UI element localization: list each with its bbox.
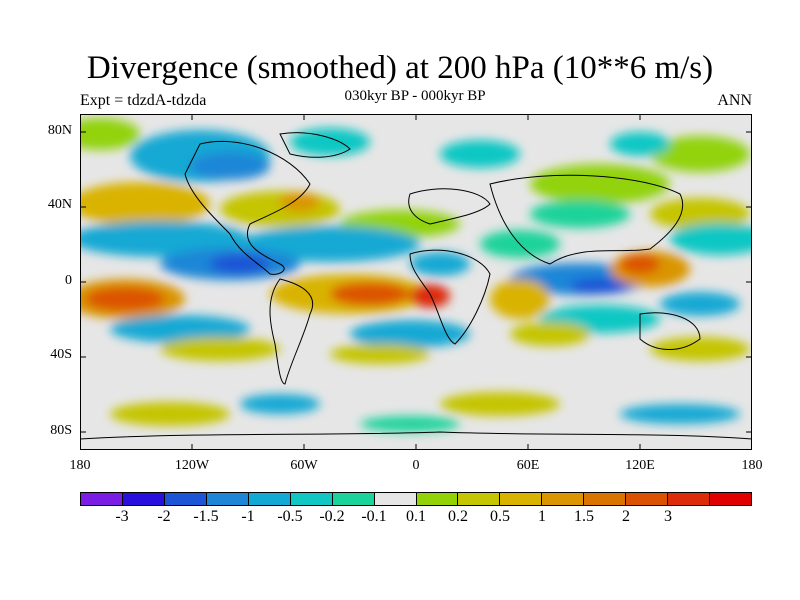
colorbar-cell <box>81 493 123 505</box>
colorbar-cell <box>290 493 333 505</box>
y-tick-80s: 80S <box>50 423 72 438</box>
colorbar-label: 1 <box>538 508 546 525</box>
colorbar-cell <box>122 493 165 505</box>
colorbar-label: -2 <box>157 508 171 525</box>
x-tick-60e: 60E <box>516 458 540 473</box>
colorbar-label: 0.1 <box>406 508 426 525</box>
experiment-label: Expt = tdzdA-tdzda <box>80 92 207 109</box>
y-tick-80n: 80N <box>47 123 72 138</box>
y-tick-40n: 40N <box>47 197 72 212</box>
colorbar-cell <box>626 493 669 505</box>
colorbar-cell <box>248 493 291 505</box>
map-canvas <box>80 114 752 450</box>
colorbar-cell <box>710 493 751 505</box>
x-tick-180w: 180 <box>69 458 91 473</box>
colorbar-label: -0.2 <box>319 508 345 525</box>
colorbar-label: 1.5 <box>574 508 594 525</box>
colorbar-cell <box>584 493 627 505</box>
colorbar-label: -1.5 <box>193 508 219 525</box>
y-tick-0: 0 <box>65 273 72 288</box>
divergence-map <box>80 114 752 450</box>
colorbar-cell <box>332 493 375 505</box>
x-tick-120w: 120W <box>174 458 210 473</box>
colorbar-label: 2 <box>622 508 630 525</box>
colorbar-cell <box>458 493 501 505</box>
map-ticks <box>80 114 752 450</box>
colorbar-label: -1 <box>241 508 255 525</box>
colorbar-cell <box>374 493 417 505</box>
colorbar-cell <box>164 493 207 505</box>
season-label: ANN <box>717 92 752 109</box>
page-title: Divergence (smoothed) at 200 hPa (10**6 … <box>86 50 714 86</box>
colorbar-cell <box>416 493 459 505</box>
colorbar <box>80 492 752 506</box>
colorbar-label: 0.2 <box>448 508 468 525</box>
colorbar-label: 0.5 <box>490 508 510 525</box>
x-tick-120e: 120E <box>625 458 655 473</box>
colorbar-label: 3 <box>664 508 672 525</box>
colorbar-label: -0.5 <box>277 508 303 525</box>
colorbar-cell <box>206 493 249 505</box>
y-tick-40s: 40S <box>50 347 72 362</box>
colorbar-label: -0.1 <box>361 508 387 525</box>
colorbar-cell <box>542 493 585 505</box>
x-tick-180e: 180 <box>741 458 763 473</box>
colorbar-cell <box>500 493 543 505</box>
colorbar-label: -3 <box>115 508 129 525</box>
x-tick-60w: 60W <box>290 458 318 473</box>
colorbar-cell <box>668 493 711 505</box>
x-tick-0: 0 <box>412 458 420 473</box>
period-label: 030kyr BP - 000kyr BP <box>344 88 486 104</box>
coastlines <box>80 132 752 440</box>
